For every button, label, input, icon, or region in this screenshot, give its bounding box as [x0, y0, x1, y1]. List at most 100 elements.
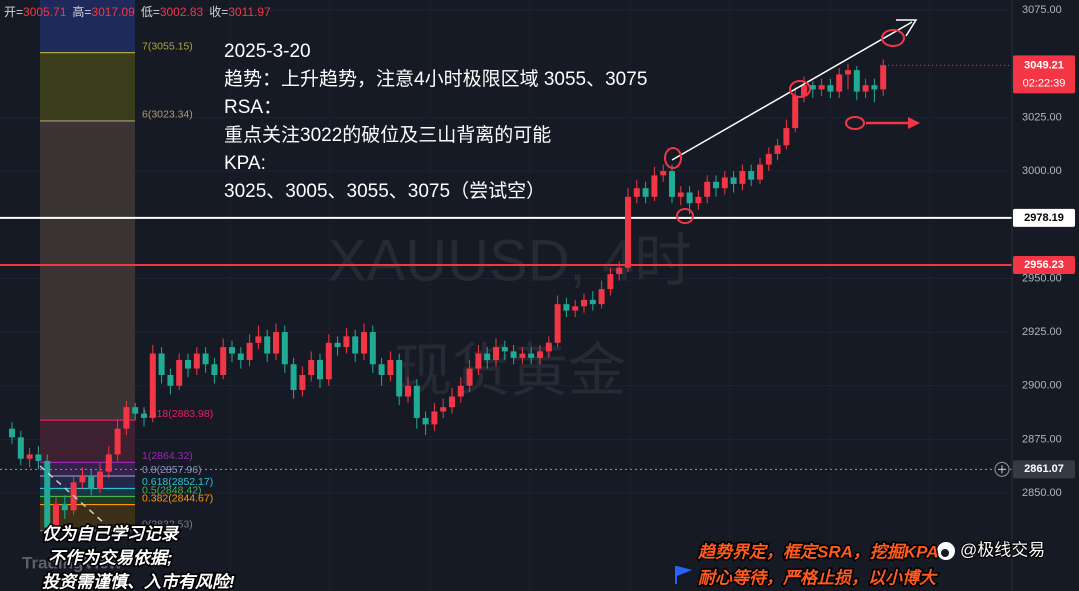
candle-body — [466, 368, 473, 386]
y-tick-label: 3000.00 — [1022, 165, 1062, 177]
candle-body — [598, 289, 605, 305]
candle-body — [141, 413, 147, 418]
annotation: KPA: — [224, 153, 266, 174]
candle-body — [290, 364, 297, 391]
candle-body — [17, 437, 24, 459]
candle-body — [853, 70, 860, 92]
candle-body — [660, 171, 667, 176]
candle-body — [308, 359, 315, 376]
candle-body — [325, 342, 332, 380]
candle-body — [149, 353, 156, 418]
watermark: XAUUSD, 4时 — [328, 228, 692, 293]
note-right: 趋势界定，框定SRA，挖掘KPA — [697, 542, 939, 561]
candle-body — [273, 332, 279, 354]
candle-body — [757, 164, 763, 180]
ohlc-value: 3005.71 — [23, 5, 67, 19]
last-price-label: 3049.21 — [1024, 59, 1064, 71]
fib-label: 7(3055.15) — [142, 40, 193, 52]
candle-body — [185, 359, 191, 369]
ohlc-value: 3002.83 — [160, 5, 204, 19]
candle-body — [132, 407, 139, 414]
candle-body — [836, 74, 843, 92]
candle-body — [431, 411, 438, 425]
candle-body — [396, 359, 403, 397]
arrow-head — [908, 117, 920, 129]
candle-body — [677, 192, 684, 197]
candle-body — [528, 353, 535, 358]
candle-body — [53, 503, 59, 528]
watermark: 现货黄金 — [394, 338, 626, 403]
candle-body — [572, 306, 579, 311]
candle-body — [229, 347, 235, 354]
candle-body — [783, 128, 790, 146]
y-tick-label: 2925.00 — [1022, 326, 1062, 338]
candle-body — [721, 177, 728, 189]
y-tick-label: 3075.00 — [1022, 4, 1062, 16]
candle-body — [378, 364, 385, 376]
candle-body — [633, 188, 640, 197]
candle-body — [405, 385, 411, 397]
candle-body — [554, 304, 561, 343]
crosshair-tag-label: 2861.07 — [1024, 463, 1064, 475]
candle-body — [369, 332, 376, 365]
candle-body — [123, 407, 130, 429]
axis-background — [1012, 0, 1079, 591]
candle-body — [695, 196, 702, 204]
note-left: 不作为交易依据; — [48, 548, 173, 567]
fib-band — [40, 0, 135, 53]
fib-label: 1.618(2883.98) — [142, 408, 213, 420]
candle-body — [651, 175, 658, 197]
candle-body — [730, 177, 737, 184]
candle-body — [361, 332, 367, 354]
candle-body — [475, 353, 482, 369]
highlight-circle — [676, 208, 694, 224]
candle-body — [246, 342, 253, 360]
annotation: 重点关注3022的破位及三山背离的可能 — [224, 124, 551, 146]
candle-body — [563, 304, 570, 311]
ohlc-value: 3017.09 — [91, 5, 135, 19]
highlight-circle — [845, 116, 865, 130]
price-tag-label: 2956.23 — [1024, 259, 1064, 271]
candle-body — [167, 375, 174, 386]
candle-body — [704, 181, 711, 197]
arrow-head — [896, 19, 918, 37]
candle-body — [625, 196, 631, 268]
candle-body — [413, 385, 420, 418]
countdown: 02:22:39 — [1023, 77, 1066, 89]
plot-layer: 7(3055.15) 6(3023.34) 1.618(2883.98) 1(2864… — [0, 40, 1012, 537]
price-tag — [1013, 208, 1075, 227]
y-tick-label: 2950.00 — [1022, 272, 1062, 284]
candle-body — [880, 65, 887, 90]
y-tick-label: 2850.00 — [1022, 487, 1062, 499]
fib-band — [40, 420, 135, 463]
candle-body — [607, 274, 614, 290]
fib-band — [40, 476, 135, 489]
candle-body — [809, 85, 816, 90]
candle-body — [792, 95, 799, 129]
flag — [677, 566, 692, 576]
candle-body — [114, 428, 121, 455]
y-tick-label: 2900.00 — [1022, 380, 1062, 392]
candle-body — [343, 336, 350, 348]
fib-label: 1(2864.32) — [142, 450, 193, 462]
annotation: 3025、3005、3055、3075（尝试空） — [224, 180, 545, 202]
candle-body — [193, 353, 200, 369]
candle-body — [35, 454, 42, 461]
candle-body — [202, 353, 209, 365]
candle-body — [211, 364, 218, 376]
candle-body — [774, 145, 781, 154]
candle-body — [669, 171, 675, 197]
candle-body — [748, 171, 755, 180]
candle-body — [255, 336, 262, 343]
signature: @极线交易 — [960, 540, 1045, 559]
candle-body — [519, 353, 526, 358]
candle-body — [440, 407, 447, 412]
candle-body — [501, 347, 508, 352]
annotation: RSA： — [224, 97, 282, 118]
candle-body — [739, 171, 746, 184]
y-tick-label: 2875.00 — [1022, 433, 1062, 445]
highlight-circle — [664, 147, 682, 169]
ohlc-label: 开= — [4, 5, 23, 19]
candle-body — [264, 336, 271, 354]
